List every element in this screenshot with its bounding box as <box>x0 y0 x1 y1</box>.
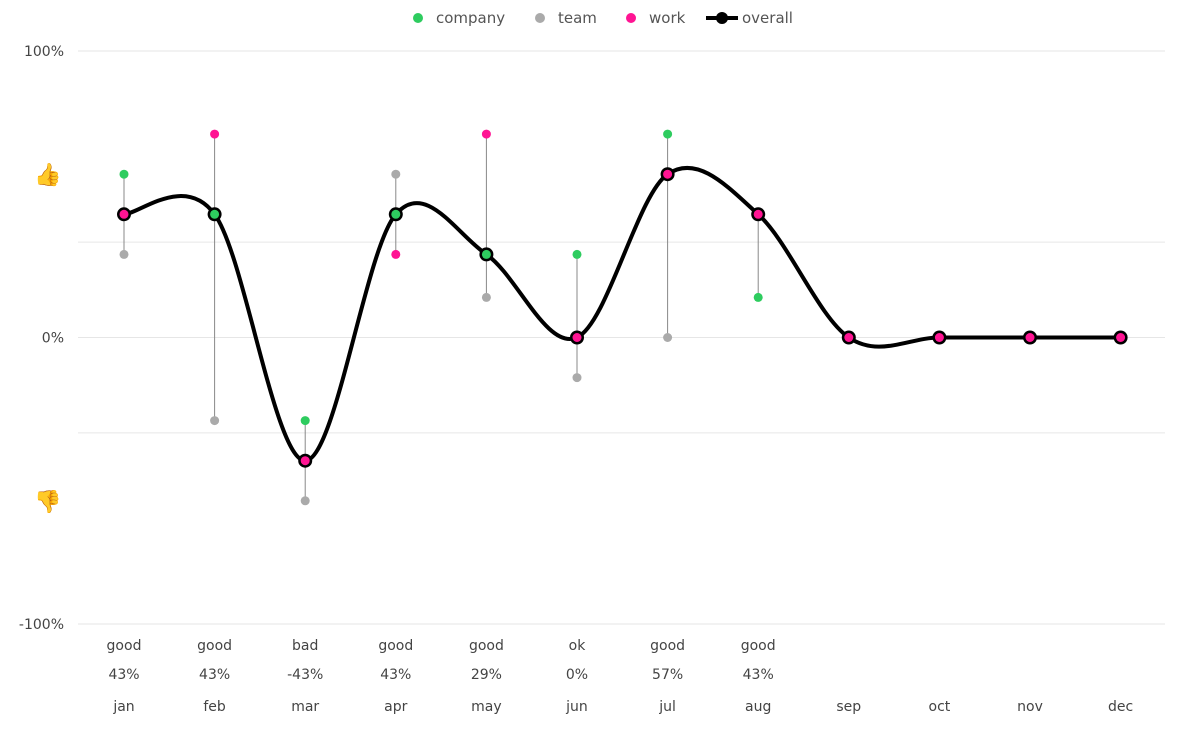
percent-label: 43% <box>743 667 774 683</box>
percent-label: 43% <box>380 667 411 683</box>
team-point <box>210 416 220 426</box>
overall-line <box>123 165 1121 463</box>
mood-label: good <box>469 638 504 654</box>
percent-label: 57% <box>652 667 683 683</box>
emoji-markers: 👍 👎 <box>34 162 61 515</box>
range-whiskers <box>123 134 759 501</box>
mood-label: bad <box>292 638 318 654</box>
mood-label: good <box>650 638 685 654</box>
work-point <box>1116 333 1126 342</box>
percent-label: 0% <box>566 667 588 683</box>
grid-lines <box>78 50 1165 625</box>
month-label: jan <box>112 699 134 715</box>
company-point <box>300 416 310 426</box>
work-point <box>300 456 310 466</box>
y-tick-label: 0% <box>42 331 64 347</box>
month-label: mar <box>291 699 319 715</box>
mood-label: ok <box>569 638 587 654</box>
work-point <box>1025 333 1035 342</box>
percent-label: -43% <box>287 667 323 683</box>
legend-swatch <box>535 13 545 23</box>
team-point <box>481 292 491 302</box>
mood-label: good <box>741 638 776 654</box>
month-label: nov <box>1017 699 1043 715</box>
work-point <box>753 209 763 219</box>
company-point <box>663 129 673 139</box>
team-point <box>572 373 582 383</box>
work-point <box>663 169 673 179</box>
company-point <box>481 249 491 259</box>
team-point <box>391 169 401 179</box>
data-points <box>117 129 1128 506</box>
thumbs-up-icon: 👍 <box>34 162 61 188</box>
work-point <box>572 333 582 342</box>
month-label: feb <box>203 699 226 715</box>
y-tick-label: 100% <box>24 44 64 60</box>
y-tick-label: -100% <box>19 617 64 633</box>
month-label: may <box>471 699 502 715</box>
work-point <box>844 333 854 342</box>
work-point <box>119 209 129 219</box>
team-point <box>300 496 310 506</box>
month-label: jul <box>658 699 676 715</box>
mood-label: good <box>197 638 232 654</box>
mood-label: good <box>107 638 142 654</box>
x-axis-labels: good 43% jan good 43% feb bad -43% mar good 43% apr… <box>107 638 1134 715</box>
legend: company team work overall <box>413 9 793 27</box>
y-axis: 100% 0% -100% <box>19 44 64 633</box>
team-point <box>119 249 129 259</box>
month-label: aug <box>745 699 771 715</box>
percent-label: 43% <box>108 667 139 683</box>
mood-label: good <box>378 638 413 654</box>
company-point <box>210 209 220 219</box>
legend-swatch <box>413 13 423 23</box>
month-label: sep <box>836 699 861 715</box>
company-point <box>572 249 582 259</box>
legend-swatch <box>626 13 636 23</box>
month-label: dec <box>1108 699 1133 715</box>
percent-label: 29% <box>471 667 502 683</box>
percent-label: 43% <box>199 667 230 683</box>
overall-series-line <box>123 165 1121 463</box>
work-point <box>934 333 944 342</box>
company-point <box>119 169 129 179</box>
work-point <box>210 129 220 139</box>
work-point <box>481 129 491 139</box>
thumbs-down-icon: 👎 <box>34 489 61 515</box>
team-point <box>663 333 673 342</box>
legend-label: company <box>436 9 505 27</box>
company-point <box>391 209 401 219</box>
month-label: apr <box>384 699 407 715</box>
legend-label: overall <box>742 9 793 27</box>
legend-label: team <box>558 9 597 27</box>
legend-line-marker <box>716 12 728 24</box>
work-point <box>391 249 401 259</box>
legend-label: work <box>649 9 686 27</box>
month-label: oct <box>929 699 951 715</box>
company-point <box>753 292 763 302</box>
month-label: jun <box>565 699 588 715</box>
